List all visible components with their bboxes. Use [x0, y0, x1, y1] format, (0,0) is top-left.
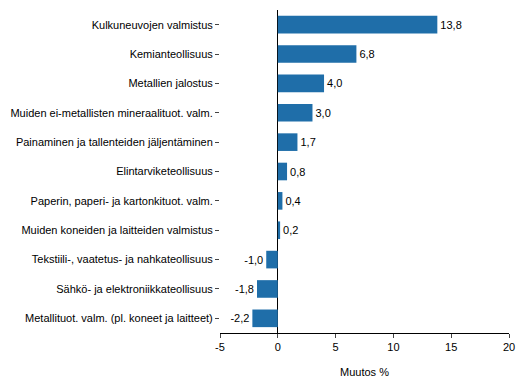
- svg-text:0,2: 0,2: [283, 224, 298, 236]
- svg-text:Muiden koneiden ja laitteiden: Muiden koneiden ja laitteiden valmistus: [21, 224, 213, 236]
- svg-text:Elintarviketeollisuus: Elintarviketeollisuus: [116, 165, 213, 177]
- svg-text:0,8: 0,8: [290, 166, 305, 178]
- svg-text:Sähkö- ja elektroniikkateollis: Sähkö- ja elektroniikkateollisuus: [56, 283, 213, 295]
- svg-text:0: 0: [275, 341, 281, 353]
- svg-text:13,8: 13,8: [440, 19, 461, 31]
- svg-text:Paperin, paperi- ja kartonkitu: Paperin, paperi- ja kartonkituot. valm.: [31, 195, 213, 207]
- svg-text:15: 15: [445, 341, 457, 353]
- svg-text:-1,8: -1,8: [235, 283, 254, 295]
- svg-text:Muiden ei-metallisten mineraal: Muiden ei-metallisten mineraalituot. val…: [10, 107, 212, 119]
- svg-text:Kulkuneuvojen valmistus: Kulkuneuvojen valmistus: [92, 19, 214, 31]
- svg-text:Painaminen ja tallenteiden jäl: Painaminen ja tallenteiden jäljentäminen: [16, 136, 213, 148]
- svg-text:6,8: 6,8: [359, 48, 374, 60]
- svg-text:3,0: 3,0: [315, 107, 330, 119]
- svg-text:Metallituot. valm. (pl. koneet: Metallituot. valm. (pl. koneet ja laitte…: [25, 312, 213, 324]
- svg-text:4,0: 4,0: [327, 77, 342, 89]
- svg-text:10: 10: [387, 341, 399, 353]
- svg-text:-1,0: -1,0: [244, 254, 263, 266]
- svg-text:20: 20: [503, 341, 515, 353]
- svg-text:0,4: 0,4: [285, 195, 300, 207]
- svg-text:Tekstiili-, vaatetus- ja nahka: Tekstiili-, vaatetus- ja nahkateollisuus: [32, 253, 213, 265]
- svg-text:-2,2: -2,2: [230, 312, 249, 324]
- svg-text:-5: -5: [215, 341, 225, 353]
- svg-text:Metallien jalostus: Metallien jalostus: [128, 77, 213, 89]
- svg-text:5: 5: [333, 341, 339, 353]
- svg-text:Kemianteollisuus: Kemianteollisuus: [130, 48, 214, 60]
- svg-text:1,7: 1,7: [300, 136, 315, 148]
- svg-text:Muutos %: Muutos %: [340, 366, 389, 378]
